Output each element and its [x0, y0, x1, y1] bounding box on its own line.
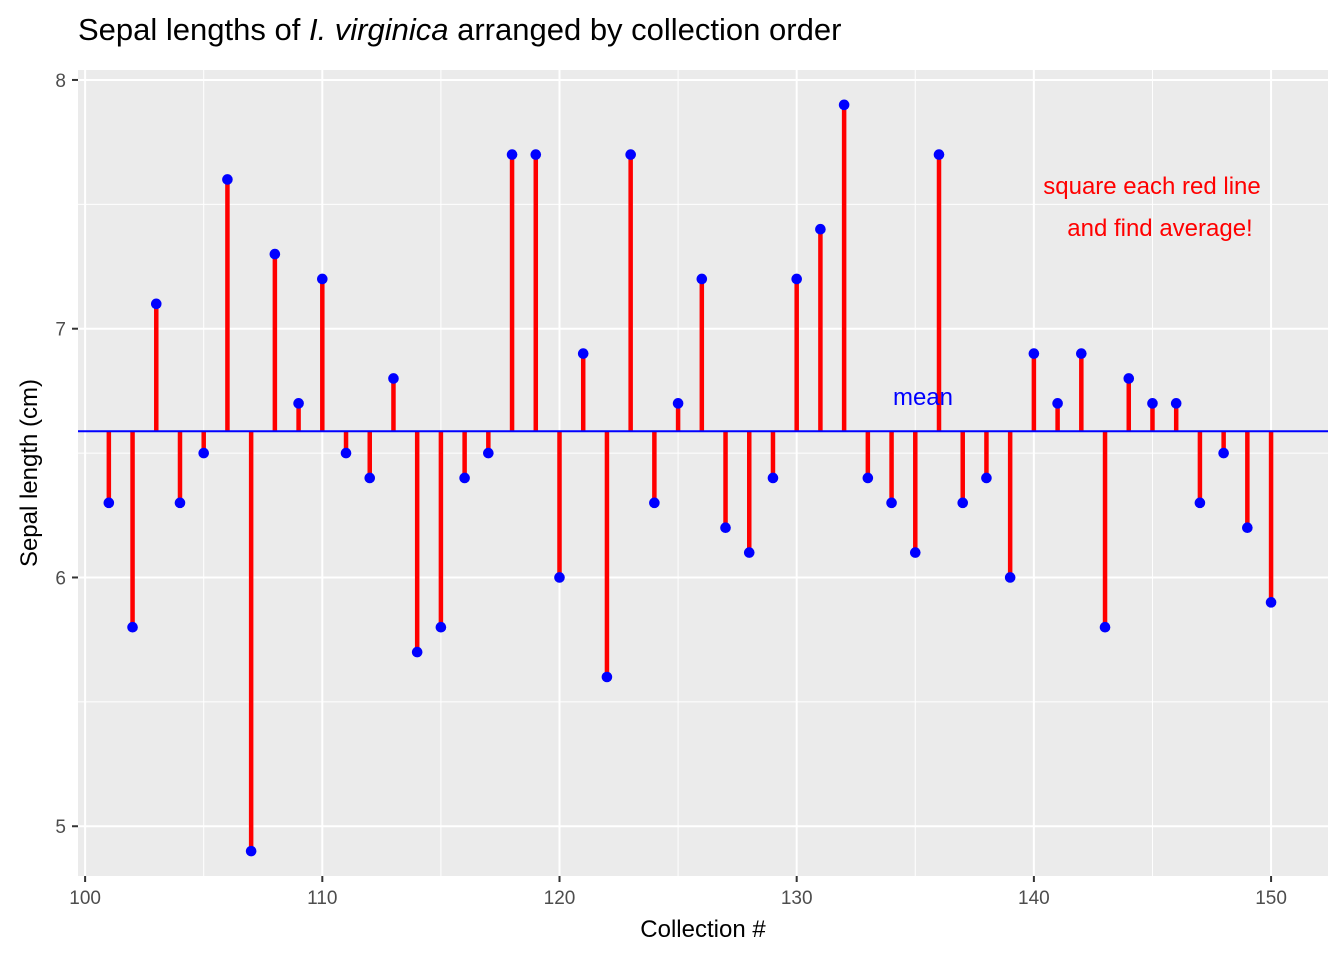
chart-title: Sepal lengths of I. virginica arranged b…	[78, 12, 841, 47]
data-point	[127, 621, 138, 633]
data-point	[625, 149, 636, 160]
data-points	[103, 99, 1277, 857]
deviation-segments	[106, 104, 1274, 852]
y-axis: 5 6 7 8	[55, 71, 78, 838]
annotation-line-1: square each red line	[1043, 173, 1260, 200]
data-point	[1218, 447, 1229, 459]
data-point	[1099, 621, 1111, 633]
data-point	[364, 472, 376, 484]
data-point	[340, 447, 352, 459]
x-axis-title: Collection #	[640, 916, 766, 943]
x-tick-label: 100	[69, 888, 101, 909]
data-point	[743, 547, 755, 558]
data-point	[269, 248, 281, 260]
data-point	[1004, 572, 1016, 583]
data-point	[601, 671, 613, 683]
data-point	[720, 522, 731, 534]
title-part-species: I. virginica	[309, 12, 449, 47]
data-point	[862, 472, 874, 484]
data-point	[815, 223, 826, 235]
annotation-line-2: and find average!	[1067, 215, 1252, 242]
data-point	[909, 547, 921, 558]
data-point	[886, 497, 897, 509]
data-point	[1170, 398, 1182, 409]
data-point	[577, 348, 589, 359]
title-part-1: Sepal lengths of	[78, 12, 309, 47]
data-point	[174, 497, 186, 509]
data-point	[1147, 398, 1158, 409]
data-point	[554, 572, 565, 583]
x-tick-label: 110	[307, 888, 337, 909]
data-point	[222, 174, 233, 185]
mean-label: mean	[893, 384, 953, 411]
data-point	[791, 273, 802, 285]
data-point	[1052, 398, 1063, 409]
data-point	[411, 646, 423, 658]
data-point	[317, 273, 328, 285]
x-tick-label: 140	[1018, 888, 1050, 909]
data-point	[1242, 522, 1253, 534]
data-point	[530, 149, 542, 160]
data-point	[1123, 373, 1135, 384]
y-tick-label: 6	[55, 568, 66, 589]
data-point	[198, 447, 210, 459]
y-tick-label: 8	[55, 71, 66, 92]
data-point	[103, 497, 115, 509]
x-tick-label: 130	[781, 888, 813, 909]
data-point	[1076, 348, 1087, 359]
data-point	[696, 273, 708, 285]
data-point	[957, 497, 969, 509]
data-point	[1265, 597, 1277, 608]
data-point	[483, 447, 494, 459]
data-point	[506, 149, 518, 160]
y-axis-title: Sepal length (cm)	[16, 379, 43, 567]
x-tick-label: 120	[544, 888, 576, 909]
data-point	[933, 149, 945, 160]
data-point	[293, 398, 304, 409]
y-tick-label: 7	[55, 320, 66, 341]
y-tick-label: 5	[55, 817, 66, 838]
data-point	[245, 845, 257, 857]
data-point	[981, 472, 992, 484]
data-point	[672, 398, 684, 409]
x-tick-label: 150	[1255, 888, 1287, 909]
data-point	[838, 99, 850, 111]
data-point	[435, 621, 447, 633]
data-point	[150, 298, 162, 310]
data-point	[649, 497, 660, 509]
data-point	[388, 373, 399, 384]
title-part-3: arranged by collection order	[449, 12, 842, 47]
data-point	[767, 472, 779, 484]
data-point	[1194, 497, 1206, 509]
data-point	[459, 472, 470, 484]
data-point	[1028, 348, 1040, 359]
x-axis: 100 110 120 130 140 150	[69, 876, 1287, 909]
